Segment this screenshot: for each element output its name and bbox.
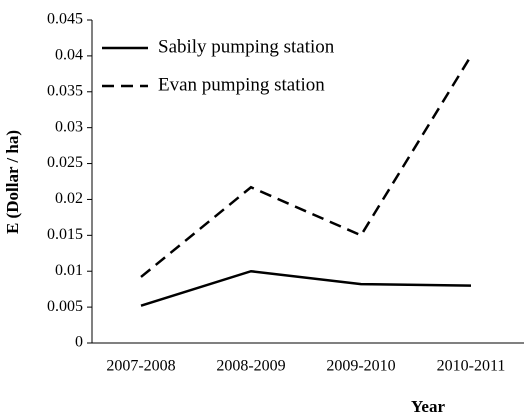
y-tick-label: 0.015 — [47, 226, 83, 243]
x-axis-title: Year — [411, 397, 445, 416]
series-line — [140, 55, 473, 278]
y-tick-label: 0.005 — [47, 298, 83, 315]
x-tick-label: 2010-2011 — [437, 358, 506, 375]
y-tick-label: 0.01 — [55, 262, 83, 279]
y-tick-label: 0.02 — [55, 190, 83, 207]
legend-label: Evan pumping station — [158, 74, 325, 95]
y-tick-label: 0.035 — [47, 82, 83, 99]
x-tick-label: 2009-2010 — [326, 358, 395, 375]
y-tick-label: 0.045 — [47, 11, 83, 28]
y-tick-label: 0.04 — [55, 47, 83, 64]
x-tick-label: 2008-2009 — [216, 358, 285, 375]
y-tick-label: 0.03 — [55, 118, 83, 135]
y-tick-label: 0.025 — [47, 154, 83, 171]
series-line — [140, 269, 472, 307]
x-tick-label: 2007-2008 — [106, 358, 175, 375]
y-tick-label: 0 — [75, 334, 83, 351]
legend-label: Sabily pumping station — [158, 36, 335, 57]
y-axis-title: E (Dollar / ha) — [3, 130, 22, 234]
